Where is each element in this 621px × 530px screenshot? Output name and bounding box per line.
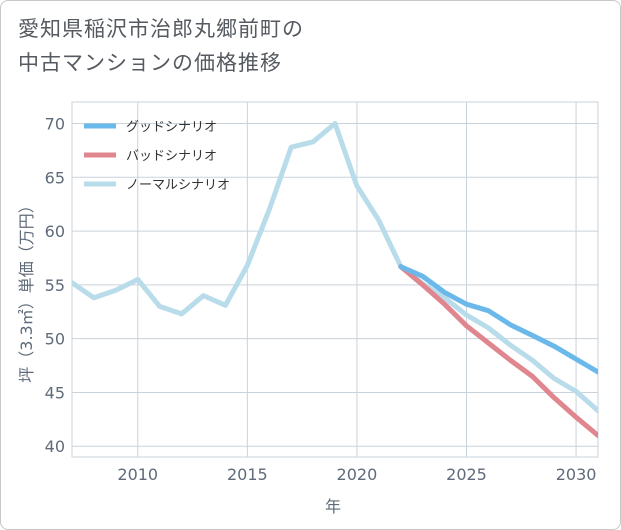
y-tick-label: 45: [45, 383, 65, 402]
y-axis-label: 坪（3.3㎡）単価（万円）: [17, 197, 36, 382]
legend-label: バッドシナリオ: [126, 149, 217, 164]
y-tick-label: 60: [45, 222, 65, 241]
series-line-1: [398, 264, 598, 438]
series-line-2: [72, 121, 598, 414]
plot-area: [71, 101, 599, 458]
y-tick-label: 55: [45, 276, 65, 295]
y-tick-label: 65: [45, 168, 65, 187]
chart-title-line1: 愛知県稲沢市治郎丸郷前町の: [18, 17, 304, 41]
legend-label: グッドシナリオ: [126, 120, 217, 135]
chart-title: 愛知県稲沢市治郎丸郷前町の 中古マンションの価格推移: [18, 12, 304, 80]
x-tick-label: 2030: [556, 465, 597, 484]
y-tick-label: 70: [45, 115, 65, 134]
series-line-0: [398, 264, 598, 375]
x-tick-label: 2010: [117, 465, 158, 484]
x-tick-label: 2020: [337, 465, 378, 484]
x-axis-label: 年: [325, 497, 341, 516]
y-tick-label: 40: [45, 437, 65, 456]
legend-label: ノーマルシナリオ: [126, 178, 230, 193]
y-tick-label: 50: [45, 330, 65, 349]
x-tick-label: 2025: [446, 465, 487, 484]
chart-title-line2: 中古マンションの価格推移: [18, 51, 282, 75]
x-tick-label: 2015: [227, 465, 268, 484]
